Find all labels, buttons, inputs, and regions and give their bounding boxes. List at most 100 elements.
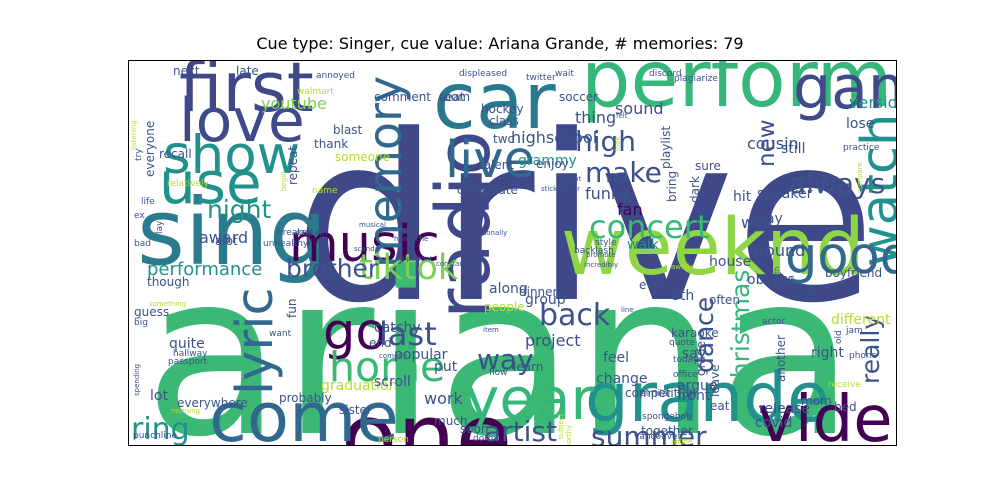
word-next: next: [173, 64, 200, 78]
word-alot: alot: [215, 234, 238, 248]
word-high: high: [575, 125, 636, 158]
word-compare: compare: [856, 162, 864, 193]
word-breakup: breakup: [277, 228, 314, 238]
word-displeased: displeased: [459, 69, 507, 79]
word-office: office: [673, 370, 698, 380]
word-use: use: [159, 149, 262, 217]
word-graduation: graduation: [321, 378, 397, 394]
word-late: late: [236, 64, 259, 78]
word-change: change: [596, 371, 648, 387]
word-radio: radio: [421, 130, 507, 319]
word-ariana: ariana: [144, 225, 855, 445]
word-still: still: [781, 141, 805, 157]
word-lay: lay: [155, 220, 165, 234]
word-hallway: hallway: [173, 349, 208, 359]
word-ring: ring: [131, 412, 190, 445]
word-project: project: [525, 331, 581, 350]
word-stick: stick: [541, 185, 558, 193]
word-dinner: dinner: [519, 285, 558, 299]
word-phone: phone: [849, 351, 878, 361]
word-learn: learn: [513, 360, 543, 374]
word-ex: ex: [134, 211, 145, 221]
word-similar: similar: [641, 389, 671, 399]
word-sure: sure: [695, 159, 721, 173]
word-release: release: [759, 401, 810, 417]
word-plagiarize: plagiarize: [674, 74, 718, 84]
word-online: online: [671, 438, 692, 445]
word-sister: sister: [339, 403, 372, 417]
word-around: around: [749, 241, 805, 260]
word-concert: concert: [589, 208, 709, 246]
word-cousin: cousin: [747, 134, 799, 153]
word-brother: brother: [286, 254, 379, 283]
word-mom: mom: [801, 394, 832, 408]
word-leave: leave: [708, 364, 722, 397]
word-come: come: [209, 378, 399, 445]
word-dance: dance: [690, 297, 719, 373]
word-big: big: [134, 318, 148, 328]
word-different: different: [831, 312, 891, 328]
word-hockey: hockey: [481, 102, 524, 116]
word-another: another: [774, 335, 788, 382]
word-say: say: [682, 346, 706, 362]
word-sing: sing: [137, 179, 327, 286]
word-enjoy: enjoy: [536, 157, 569, 171]
word-personally: personally: [471, 229, 507, 237]
wordcloud-frame: drive ariana one sing perform car weeknd radio c…: [128, 60, 897, 446]
word-try: try: [134, 148, 144, 161]
word-morning: morning: [171, 407, 200, 415]
word-version: version: [849, 93, 896, 112]
word-playlist: playlist: [659, 126, 673, 169]
word-quite: quite: [169, 336, 205, 352]
word-eat: eat: [710, 399, 730, 413]
word-grammy: grammy: [518, 153, 577, 169]
word-end: end: [369, 336, 392, 350]
word-annoyed: annoyed: [316, 71, 355, 81]
word-well: well: [741, 213, 773, 232]
word-lyric: lyric: [226, 287, 285, 395]
word-two: two: [493, 132, 515, 146]
word-awhile: awhile: [671, 263, 694, 271]
word-person: person: [378, 435, 409, 445]
word-spongebob: spongebob: [642, 412, 692, 422]
word-spending: spending: [133, 364, 141, 396]
word-look: look: [614, 135, 622, 151]
word-eighth: eighth: [773, 267, 781, 289]
word-make: make: [585, 156, 662, 189]
word-listening: listening: [130, 120, 138, 150]
wordcloud: drivearianaonesingperformcarweekndradioc…: [130, 61, 896, 445]
word-music: music: [289, 215, 440, 274]
word-home: home: [329, 343, 445, 391]
word-bad: bad: [134, 239, 151, 249]
word-live: live: [445, 131, 535, 190]
word-recent: recent: [559, 175, 582, 183]
word-repeat: repeat: [286, 146, 300, 185]
word-memory: memory: [358, 76, 412, 268]
word-soon: soon: [460, 422, 489, 436]
word-vancouver: vancouver: [634, 432, 682, 442]
word-today: today: [673, 355, 699, 365]
word-put: put: [434, 359, 458, 375]
word-dark: dark: [688, 176, 702, 203]
word-life: life: [141, 197, 155, 207]
word-scandal: scandal: [354, 245, 381, 253]
word-grande: grande: [585, 358, 829, 438]
word-car: car: [433, 61, 557, 147]
word-summer: summer: [591, 420, 707, 445]
word-go: go: [323, 303, 387, 362]
word-lose: lose: [846, 116, 874, 132]
word-certain: certain: [296, 228, 327, 238]
word-really: really: [856, 315, 885, 384]
word-good: good: [785, 227, 896, 286]
word-class: class: [489, 114, 519, 128]
word-house: house: [709, 254, 751, 270]
word-group: group: [525, 292, 566, 308]
word-lot: lot: [150, 388, 168, 404]
word-relatively: relatively: [167, 179, 209, 189]
word-8th: 8th: [671, 288, 694, 304]
word-never: never: [560, 185, 580, 193]
word-begin: begin: [280, 171, 288, 191]
word-guess: guess: [134, 305, 169, 319]
word-catchy: catchy: [374, 320, 421, 336]
word-room: room: [439, 90, 470, 104]
